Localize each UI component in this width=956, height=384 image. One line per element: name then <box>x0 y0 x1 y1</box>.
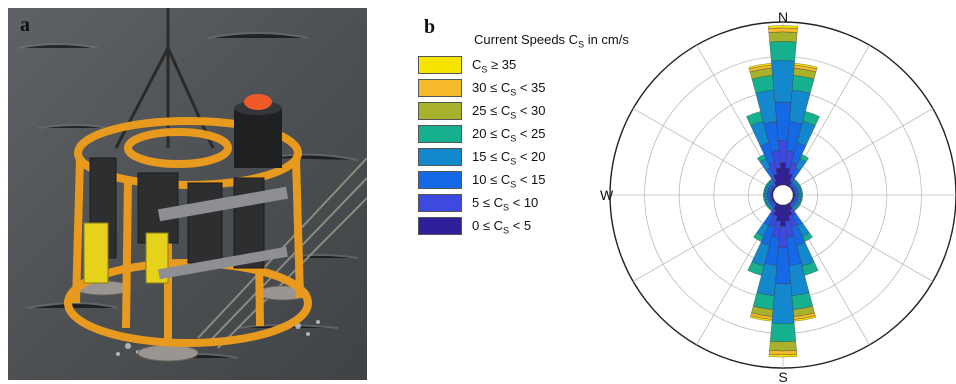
rose-petal-segment <box>768 31 798 43</box>
rose-petal-segment <box>771 60 795 103</box>
rose-petal-segment <box>767 193 771 197</box>
legend-item: 25 ≤ CS < 30 <box>418 102 618 122</box>
legend-label: 10 ≤ CS < 15 <box>472 172 546 190</box>
current-rose: N S W <box>600 0 956 384</box>
compass-west-label: W <box>600 187 614 203</box>
legend-item: CS ≥ 35 <box>418 56 618 76</box>
rose-petal-segment <box>764 193 768 197</box>
legend-item: 10 ≤ CS < 15 <box>418 171 618 191</box>
rose-petal-segment <box>769 41 797 62</box>
rose-petal-segment <box>801 193 803 197</box>
rose-petal-segment <box>794 193 797 197</box>
speed-legend: Current Speeds CS in cm/s CS ≥ 35 30 ≤ C… <box>418 30 629 250</box>
rose-petal-segment <box>768 27 798 33</box>
rose-petals <box>746 25 820 358</box>
legend-item: 20 ≤ CS < 25 <box>418 125 618 145</box>
rose-petal-segment <box>769 341 797 352</box>
rose-spoke <box>782 194 934 282</box>
rose-petal-segment <box>771 193 774 197</box>
rose-spoke <box>632 194 784 282</box>
rose-petal-segment <box>768 350 798 355</box>
rose-petal-segment <box>792 193 795 197</box>
rose-petal-segment <box>770 322 796 343</box>
compass-south-label: S <box>778 369 787 384</box>
legend-swatch <box>418 56 462 74</box>
float-cylinder <box>234 108 282 168</box>
legend-label: 15 ≤ CS < 20 <box>472 149 546 167</box>
legend-swatch <box>418 125 462 143</box>
rose-petal-segment <box>795 193 799 197</box>
legend-title-tail: in cm/s <box>584 32 629 47</box>
instrument-photo <box>8 8 367 380</box>
legend-item: 0 ≤ CS < 5 <box>418 217 618 237</box>
legend-item: 15 ≤ CS < 20 <box>418 148 618 168</box>
rose-petal-segment <box>768 354 798 358</box>
rose-petal-segment <box>798 193 802 197</box>
legend-label: 25 ≤ CS < 30 <box>472 103 546 121</box>
legend-title-sub: S <box>578 39 585 50</box>
mounting-strap <box>157 186 289 222</box>
lower-strap <box>158 246 288 280</box>
rose-petal-segment <box>747 261 765 276</box>
legend-item: 5 ≤ CS < 10 <box>418 194 618 214</box>
rose-petal-segment <box>750 315 773 322</box>
rose-petal-segment <box>753 232 764 242</box>
rose-petal-segment <box>769 193 772 197</box>
rose-spoke <box>782 108 934 196</box>
legend-label: CS ≥ 35 <box>472 57 517 75</box>
rose-spoke <box>632 108 784 196</box>
legend-swatch <box>418 148 462 166</box>
legend-swatch <box>418 79 462 97</box>
orange-cap <box>244 94 272 110</box>
legend-label: 5 ≤ CS < 10 <box>472 195 539 213</box>
rose-petal-segment <box>748 62 772 70</box>
instrument-photo-drawing <box>8 8 367 380</box>
rose-petal-segment <box>763 193 765 197</box>
rose-petal-segment <box>799 154 809 163</box>
current-rose-plot: N S W <box>600 9 956 384</box>
legend-swatch <box>418 194 462 212</box>
rose-center <box>774 186 792 204</box>
compass-north-label: N <box>778 9 788 25</box>
legend-swatch <box>418 171 462 189</box>
rose-petal-segment <box>802 111 820 126</box>
splash <box>116 320 320 356</box>
base-plates <box>74 280 310 362</box>
legend-title: Current Speeds CS in cm/s <box>474 32 629 50</box>
wave-streaks <box>17 32 359 359</box>
legend-title-main: Current Speeds C <box>474 32 579 47</box>
rose-petal-segment <box>771 283 795 324</box>
legend-item: 30 ≤ CS < 35 <box>418 79 618 99</box>
legend-label: 0 ≤ CS < 5 <box>472 218 532 236</box>
panel-b-letter: b <box>424 16 436 38</box>
rose-petal-segment <box>794 62 818 70</box>
legend-swatch <box>418 102 462 120</box>
legend-label: 30 ≤ CS < 35 <box>472 80 546 98</box>
rose-petal-segment <box>768 25 798 29</box>
legend-label: 20 ≤ CS < 25 <box>472 126 546 144</box>
legend-swatch <box>418 217 462 235</box>
panel-a-letter: a <box>20 14 30 36</box>
